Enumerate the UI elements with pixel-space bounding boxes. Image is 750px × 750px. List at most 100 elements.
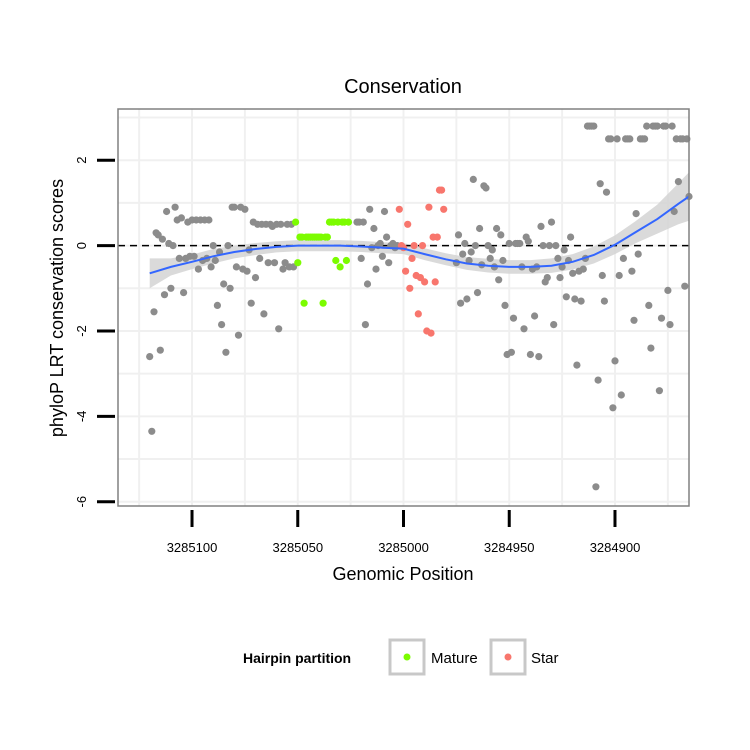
smooth-curve [149, 195, 690, 275]
point-other [611, 357, 619, 365]
point-other [247, 299, 255, 307]
confidence-band-area [149, 172, 689, 289]
point-other [569, 269, 577, 277]
point-other [653, 122, 661, 130]
plot-border [117, 108, 690, 507]
point-mature [323, 233, 331, 241]
point-other [370, 224, 378, 233]
point-other [560, 246, 568, 254]
point-other [493, 224, 501, 233]
point-star [406, 284, 414, 292]
point-other [476, 224, 484, 233]
point-other [645, 301, 653, 309]
point-other [531, 312, 539, 320]
x-tick-label: 3285100 [167, 540, 218, 555]
point-star [404, 220, 412, 228]
point-other [158, 235, 166, 243]
point-other [598, 271, 606, 280]
point-other [372, 265, 380, 273]
point-other [469, 175, 477, 183]
point-other [230, 203, 238, 211]
point-other [260, 310, 268, 318]
point-other [668, 122, 676, 130]
point-other [505, 239, 513, 248]
point-other [657, 314, 666, 322]
point-other [463, 295, 471, 303]
point-other [169, 242, 177, 250]
point-other [363, 280, 372, 288]
point-star [440, 205, 448, 213]
point-other [550, 321, 558, 329]
point-other [359, 218, 367, 226]
point-other [556, 274, 564, 282]
point-other [545, 242, 554, 250]
y-axis-label: phyloP LRT conservation scores [47, 179, 67, 437]
point-other [167, 284, 175, 292]
point-other [609, 404, 617, 412]
point-other [634, 250, 642, 258]
legend-entry-star: Star [489, 638, 559, 676]
point-star [418, 242, 427, 250]
point-other [232, 263, 240, 271]
point-other [275, 325, 283, 333]
point-other [643, 122, 651, 130]
point-other [471, 242, 479, 250]
point-other [552, 242, 560, 250]
point-other [226, 284, 234, 292]
point-other [664, 286, 672, 294]
point-other [378, 252, 386, 260]
point-other [497, 231, 505, 239]
point-other [554, 254, 562, 262]
point-other [473, 289, 482, 297]
point-other [234, 331, 243, 339]
point-mature [344, 218, 353, 226]
point-other [146, 353, 154, 361]
point-other [222, 348, 230, 356]
point-other [602, 188, 611, 196]
point-star [408, 254, 416, 262]
point-other [632, 210, 640, 218]
point-other [615, 271, 623, 280]
point-other [156, 346, 164, 354]
point-other [486, 254, 494, 262]
point-star [421, 278, 429, 286]
point-other [509, 314, 518, 322]
legend-label-mature: Mature [431, 650, 478, 667]
x-axis: 3285100 3285050 3285000 3284950 3284900 [167, 510, 640, 555]
point-other [380, 207, 389, 216]
point-other [543, 274, 551, 282]
point-other [573, 361, 581, 369]
point-other [537, 222, 545, 230]
point-other [218, 321, 226, 329]
confidence-band [149, 172, 689, 289]
x-tick-label: 3285050 [272, 540, 323, 555]
y-axis: -6 -4 -2 0 2 [74, 157, 115, 507]
point-other [488, 246, 496, 254]
point-other [630, 316, 638, 324]
point-other [571, 295, 579, 303]
point-other [495, 276, 503, 284]
point-other [277, 220, 285, 228]
point-other [526, 350, 535, 359]
y-tick-label: -4 [74, 411, 89, 423]
point-other [454, 231, 463, 239]
point-mature [336, 263, 344, 271]
point-other [213, 301, 221, 309]
point-star [431, 278, 439, 286]
point-other [465, 256, 473, 265]
point-other [520, 325, 528, 333]
point-mature [332, 256, 340, 265]
point-other [507, 348, 515, 356]
point-other [376, 239, 384, 248]
point-other [619, 254, 628, 262]
legend-entry-mature: Mature [388, 638, 478, 676]
x-axis-label: Genomic Position [332, 564, 473, 584]
point-other [558, 263, 566, 271]
point-star [438, 186, 446, 194]
point-other [279, 265, 287, 273]
point-other [220, 280, 228, 288]
point-other [270, 259, 279, 267]
point-other [547, 218, 556, 226]
point-other [562, 293, 570, 301]
